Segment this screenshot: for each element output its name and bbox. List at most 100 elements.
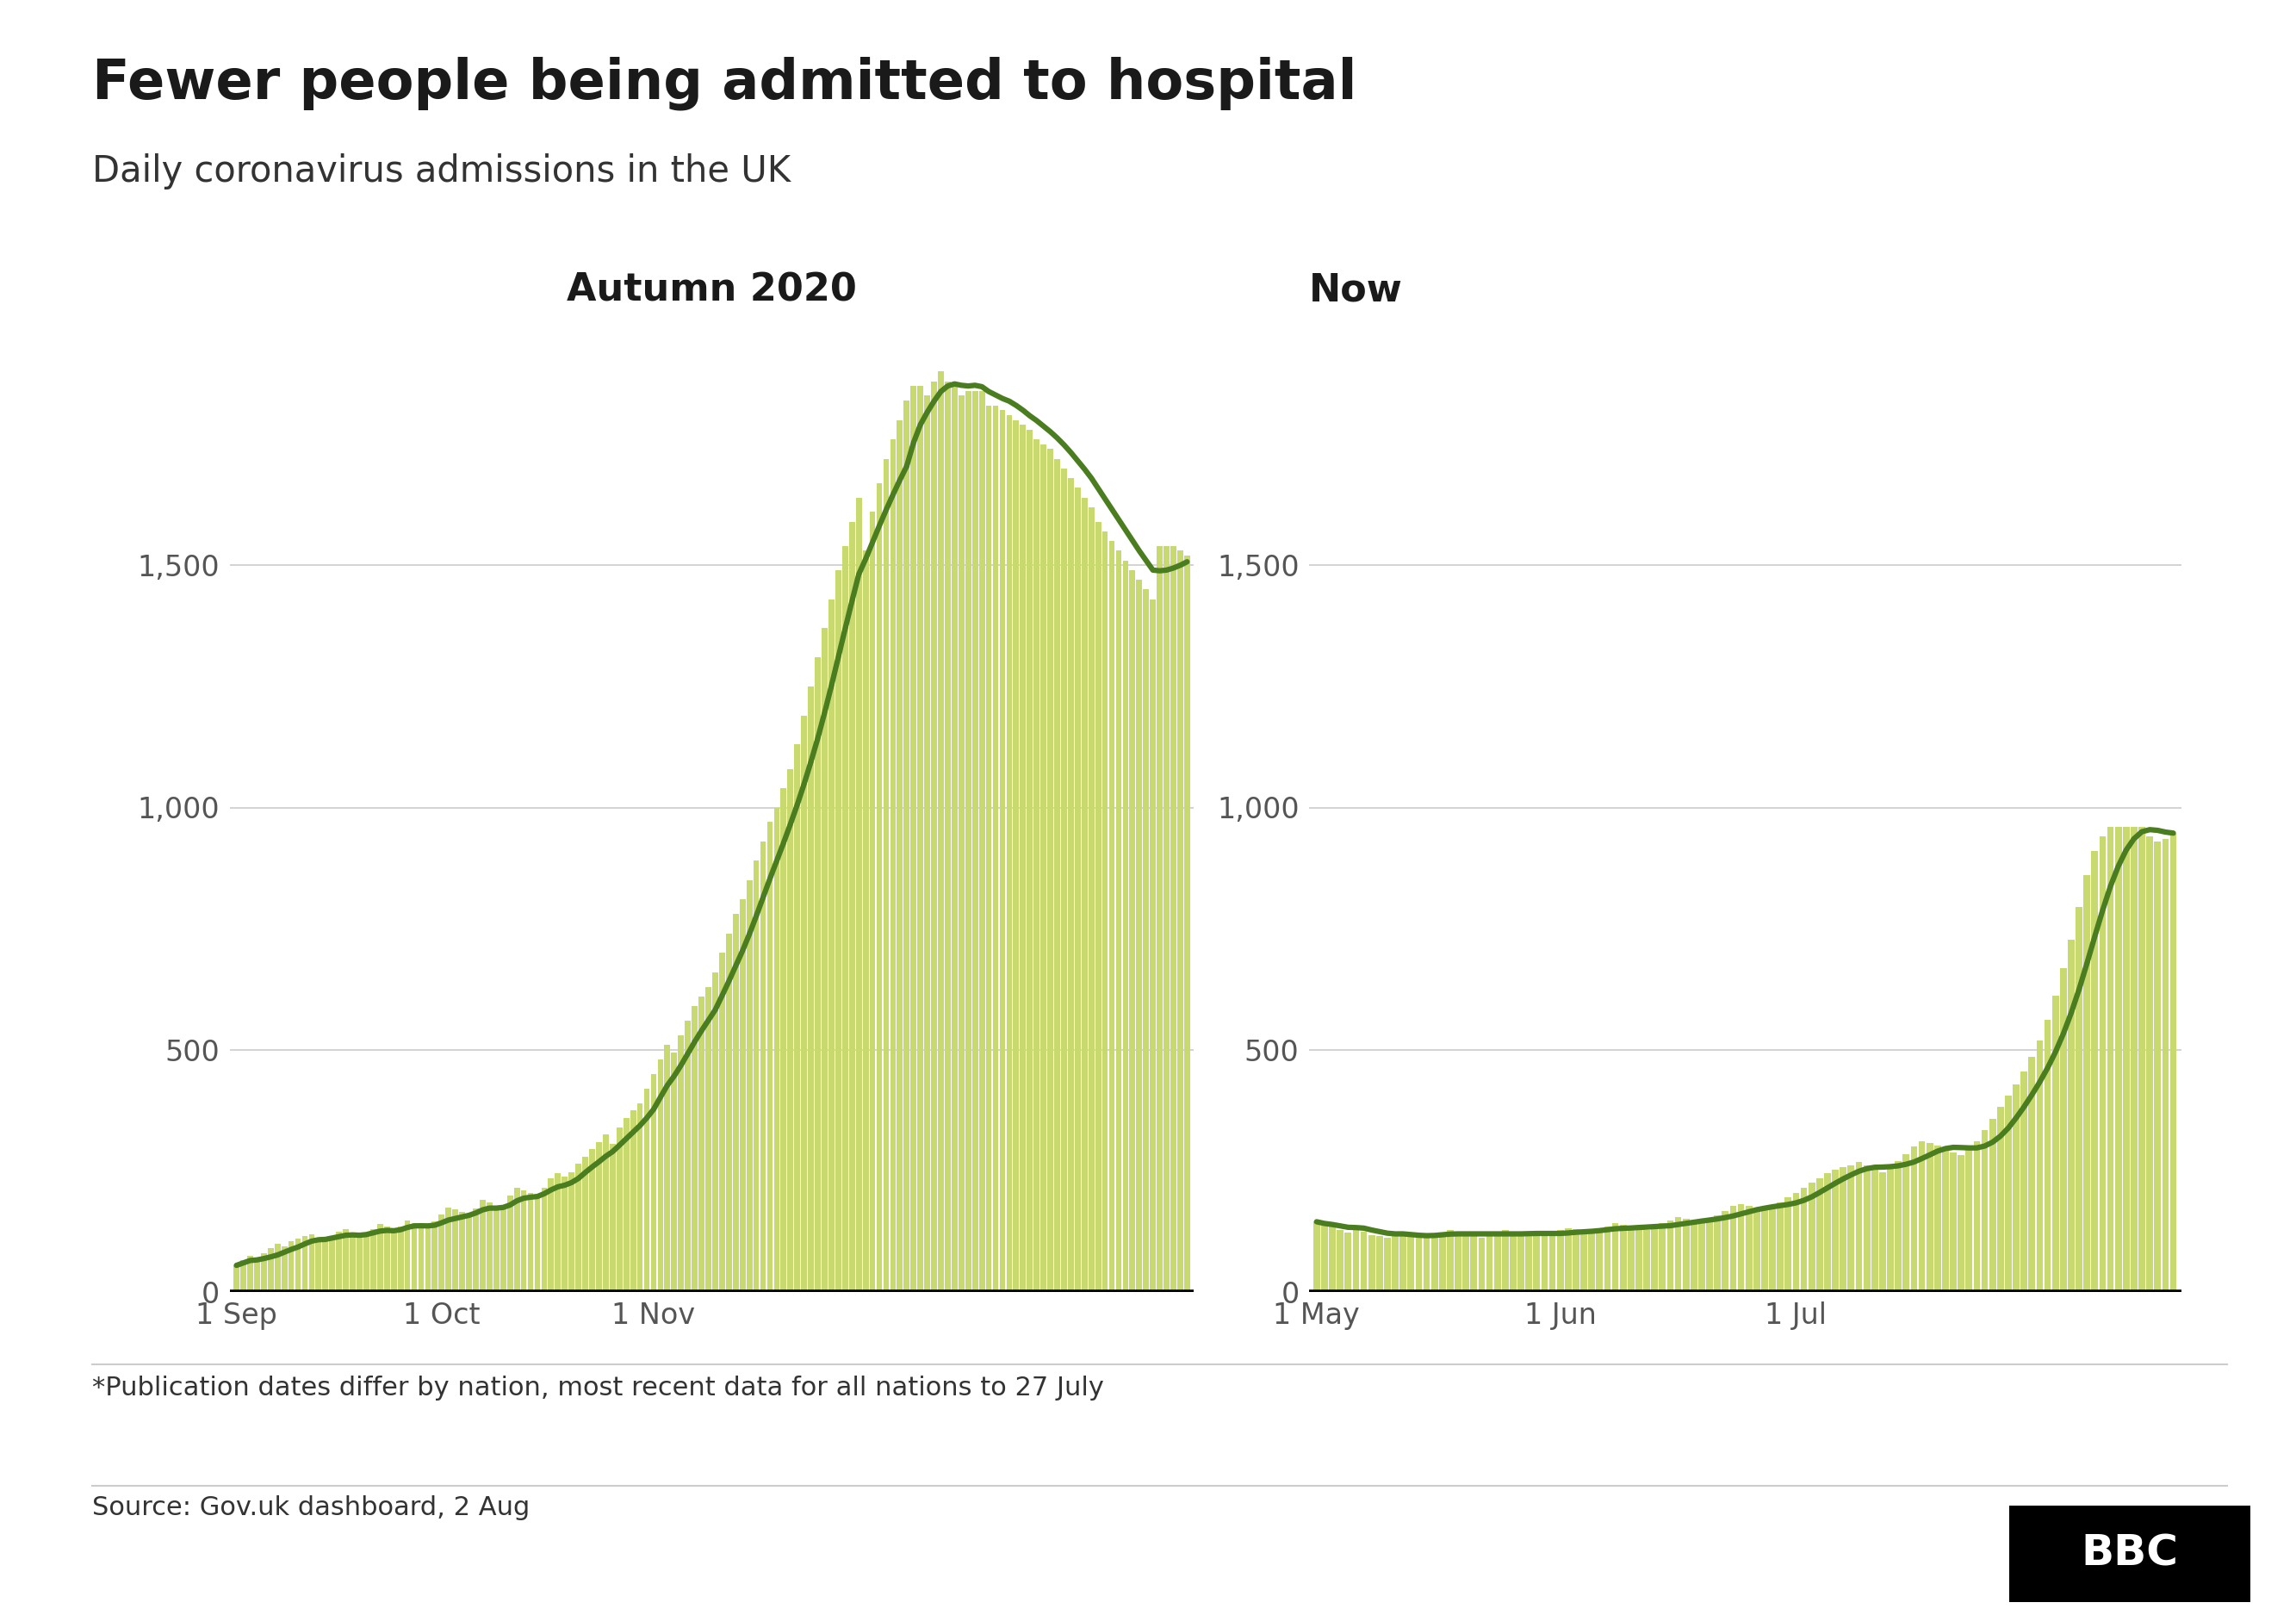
Bar: [1329, 1227, 1336, 1292]
Bar: [2014, 1085, 2020, 1292]
Bar: [1809, 1182, 1816, 1292]
Bar: [1566, 1227, 1570, 1292]
Bar: [1116, 551, 1120, 1292]
Bar: [918, 386, 923, 1292]
Bar: [1683, 1218, 1690, 1292]
Bar: [1660, 1223, 1667, 1292]
Bar: [1965, 1150, 1972, 1292]
Bar: [1975, 1140, 1979, 1292]
Bar: [1109, 541, 1116, 1292]
Bar: [1864, 1164, 1871, 1292]
Bar: [1368, 1235, 1375, 1292]
Bar: [2027, 1056, 2034, 1292]
Bar: [705, 987, 712, 1292]
Bar: [1130, 570, 1134, 1292]
Bar: [829, 599, 833, 1292]
Bar: [1690, 1221, 1697, 1292]
Bar: [1729, 1206, 1736, 1292]
Bar: [604, 1134, 608, 1292]
Bar: [971, 391, 978, 1292]
Bar: [1981, 1130, 1988, 1292]
Bar: [992, 405, 999, 1292]
Bar: [2092, 851, 2099, 1292]
Bar: [932, 381, 937, 1292]
Bar: [1550, 1232, 1557, 1292]
Bar: [951, 386, 957, 1292]
Bar: [1088, 507, 1095, 1292]
Bar: [1738, 1203, 1745, 1292]
Bar: [335, 1231, 342, 1292]
Bar: [684, 1021, 691, 1292]
Bar: [794, 745, 801, 1292]
Bar: [1495, 1232, 1502, 1292]
Bar: [1068, 478, 1075, 1292]
Bar: [1894, 1161, 1901, 1292]
Bar: [2108, 827, 2115, 1292]
Bar: [1375, 1237, 1382, 1292]
Bar: [2099, 837, 2105, 1292]
Bar: [1033, 439, 1040, 1292]
Bar: [1605, 1227, 1612, 1292]
Bar: [1164, 546, 1169, 1292]
Bar: [445, 1208, 452, 1292]
Bar: [1926, 1143, 1933, 1292]
Bar: [576, 1163, 581, 1292]
Bar: [1998, 1106, 2004, 1292]
Bar: [1919, 1140, 1924, 1292]
Bar: [308, 1234, 315, 1292]
Bar: [1047, 449, 1054, 1292]
Bar: [487, 1202, 491, 1292]
Bar: [255, 1258, 259, 1292]
Bar: [1469, 1237, 1476, 1292]
Bar: [1596, 1231, 1603, 1292]
Bar: [905, 401, 909, 1292]
Bar: [269, 1248, 273, 1292]
Bar: [1958, 1155, 1965, 1292]
Bar: [480, 1200, 484, 1292]
Bar: [1848, 1164, 1855, 1292]
Bar: [432, 1221, 439, 1292]
Bar: [289, 1240, 294, 1292]
Bar: [1075, 488, 1081, 1292]
Bar: [1699, 1221, 1706, 1292]
Bar: [898, 420, 902, 1292]
Bar: [234, 1266, 239, 1292]
Bar: [1933, 1145, 1940, 1292]
Bar: [356, 1237, 363, 1292]
Bar: [1440, 1232, 1446, 1292]
Bar: [583, 1156, 588, 1292]
Bar: [1430, 1235, 1437, 1292]
Bar: [1667, 1221, 1674, 1292]
Bar: [739, 900, 746, 1292]
Bar: [321, 1240, 328, 1292]
Bar: [1006, 415, 1013, 1292]
Bar: [1456, 1231, 1460, 1292]
Title: Autumn 2020: Autumn 2020: [567, 273, 856, 308]
Bar: [1887, 1168, 1894, 1292]
Bar: [501, 1205, 505, 1292]
Bar: [1518, 1234, 1525, 1292]
Bar: [1407, 1234, 1414, 1292]
Bar: [611, 1143, 615, 1292]
Bar: [1384, 1237, 1391, 1292]
Bar: [1352, 1229, 1359, 1292]
Bar: [1777, 1202, 1784, 1292]
Bar: [2076, 908, 2082, 1292]
Bar: [643, 1089, 650, 1292]
Bar: [664, 1045, 670, 1292]
Bar: [999, 410, 1006, 1292]
Bar: [822, 628, 827, 1292]
Bar: [2147, 837, 2154, 1292]
Bar: [1150, 599, 1155, 1292]
Bar: [248, 1256, 253, 1292]
Bar: [1988, 1119, 1995, 1292]
Bar: [746, 880, 753, 1292]
Bar: [262, 1253, 266, 1292]
Bar: [1832, 1169, 1839, 1292]
Bar: [342, 1229, 349, 1292]
Bar: [625, 1118, 629, 1292]
Bar: [712, 972, 719, 1292]
Bar: [1061, 468, 1068, 1292]
Bar: [657, 1059, 664, 1292]
Bar: [2131, 827, 2138, 1292]
